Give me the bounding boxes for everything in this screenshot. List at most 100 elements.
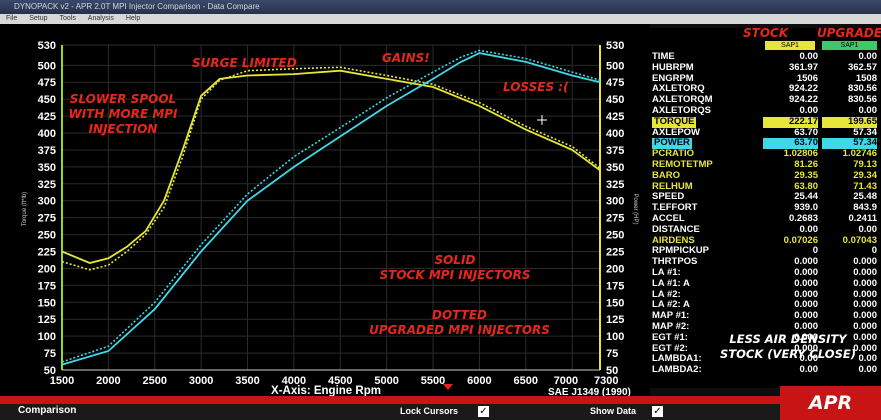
readout-stock-value: 0.000 (794, 342, 818, 354)
readout-upgrade-value: 0.000 (853, 256, 877, 268)
readout-stock-value: 0.000 (794, 256, 818, 268)
y-left-tick-label: 350 (38, 162, 56, 174)
y-left-tick-label: 325 (38, 179, 56, 191)
menu-item-setup[interactable]: Setup (29, 15, 48, 22)
readout-row: PCRATIO 1.02806 1.02746 (650, 148, 881, 160)
readout-upgrade-value: 0.00 (858, 51, 878, 62)
menu-item-tools[interactable]: Tools (59, 15, 76, 22)
y-left-tick-label: 400 (38, 128, 56, 140)
apr-logo-text: APR (808, 392, 853, 414)
lock-cursors-label: Lock Cursors (400, 406, 459, 416)
y-right-tick-label: 75 (606, 348, 618, 360)
column-header-2: SAP1 (822, 41, 877, 50)
readout-name: HUBRPM (652, 61, 694, 73)
readout-row: TIME 0.00 0.00 (650, 51, 881, 63)
readout-stock-value: 25.44 (794, 191, 818, 203)
dyno-chart[interactable]: 530 500 475 450 425 400 375 350 325 300 275 250 225 2… (0, 24, 650, 404)
y-left-tick-label: 475 (38, 77, 56, 89)
y-right-axis-label: Power (HP) (632, 193, 638, 224)
y-right-tick-label: 150 (606, 297, 624, 309)
readout-name: AIRDENS (652, 234, 695, 246)
readout-name: AXLEPOW (652, 126, 701, 138)
annotation-dotted-line-1: DOTTED (432, 308, 487, 322)
readout-upgrade-value: 1.02746 (842, 148, 877, 160)
annotation-surge-limited: SURGE LIMITED (192, 56, 297, 70)
menu-item-help[interactable]: Help (125, 15, 141, 22)
readout-upgrade-value: 362.57 (847, 61, 877, 73)
annotation-dotted-legend: DOTTED UPGRADED MPI INJECTORS (352, 308, 567, 338)
readout-upgrade-value: 0.000 (853, 321, 877, 332)
y-right-tick-label: 375 (606, 145, 624, 157)
readout-row: LA #1: 0.000 0.000 (650, 267, 881, 279)
x-tick-label: 1500 (50, 375, 74, 387)
readout-name: AXLETORQS (652, 105, 711, 116)
y-left-tick-label: 175 (38, 280, 56, 292)
readout-name: TORQUE (652, 115, 697, 128)
readout-name: MAP #2: (652, 321, 690, 332)
readout-upgrade-value: 0.000 (853, 267, 877, 278)
x-tick-label: 6000 (467, 375, 491, 387)
readout-upgrade-value: 0.000 (853, 288, 877, 300)
readout-upgrade-value: 0.00 (858, 364, 878, 376)
apr-logo: APR (780, 386, 881, 420)
menu-item-file[interactable]: File (6, 15, 18, 22)
dyno-chart-area[interactable]: 530 500 475 450 425 400 375 350 325 300 275 250 225 2… (0, 24, 650, 404)
readout-name: T.EFFORT (652, 202, 698, 214)
y-right-tick-label: 300 (606, 196, 624, 208)
menu-item-analysis[interactable]: Analysis (87, 15, 114, 22)
readout-name: RELHUM (652, 180, 693, 192)
readout-name: EGT #1: (652, 331, 688, 343)
x-tick-label: 5500 (421, 375, 445, 387)
readout-stock-value: 0.000 (794, 267, 818, 278)
readout-stock-value: 924.22 (788, 94, 818, 106)
readout-upgrade-value: 0.000 (853, 331, 877, 343)
readout-stock-value: 0 (812, 245, 818, 257)
readout-stock-value: 0.00 (799, 364, 819, 376)
readout-stock-value: 939.0 (794, 202, 818, 214)
readout-upgrade-value: 57.34 (822, 138, 877, 150)
show-data-checkbox[interactable]: ✓ (652, 406, 663, 417)
readout-upgrade-value: 0 (871, 245, 877, 257)
readout-row: THRTPOS 0.000 0.000 (650, 256, 881, 268)
readout-name: THRTPOS (652, 256, 698, 268)
y-right-tick-label: 450 (606, 94, 624, 106)
y-right-tick-label: 275 (606, 213, 624, 225)
y-right-tick-label: 530 (606, 40, 624, 52)
readout-row: LA #2: 0.000 0.000 (650, 288, 881, 301)
accent-red-bar (0, 396, 881, 404)
readout-row: RELHUM 63.80 71.43 (650, 180, 881, 193)
annotation-gains: GAINS! (382, 51, 430, 65)
y-left-tick-label: 250 (38, 230, 56, 242)
readout-row: LAMBDA1: 0.00 0.00 (650, 354, 881, 365)
stock-header: STOCK (743, 26, 789, 40)
window-titlebar: DYNOPACK v2 - APR 2.0T MPI Injector Comp… (0, 0, 881, 14)
readout-upgrade-value: 29.34 (853, 169, 877, 181)
readout-upgrade-value: 0.07043 (842, 234, 877, 246)
readout-name: SPEED (652, 191, 685, 203)
series-line-power-dotted (61, 49, 601, 363)
readout-row: BARO 29.35 29.34 (650, 169, 881, 182)
lock-cursors-checkbox[interactable]: ✓ (478, 406, 489, 417)
y-right-tick-label: 175 (606, 280, 624, 292)
readout-stock-value: 81.26 (794, 159, 818, 170)
x-axis-dropdown-arrow[interactable] (443, 384, 453, 390)
y-right-tick-label: 200 (606, 263, 624, 275)
readout-upgrade-value: 0.000 (853, 299, 877, 311)
series-line-torque-dotted (61, 66, 601, 271)
readout-name: PCRATIO (652, 148, 695, 160)
y-right-tick-label: 500 (606, 60, 624, 72)
readout-row: DISTANCE 0.00 0.00 (650, 224, 881, 236)
y-right-tick-label: 250 (606, 230, 624, 242)
readout-upgrade-value: 0.2411 (848, 213, 877, 224)
readout-stock-value: 0.2683 (788, 213, 818, 224)
y-left-tick-label: 425 (38, 111, 56, 123)
readout-name: EGT #2: (652, 342, 688, 354)
x-tick-label: 2000 (96, 375, 120, 387)
readout-upgrade-value: 57.34 (853, 126, 877, 138)
readout-stock-value: 0.000 (794, 331, 818, 343)
readout-row: REMOTETMP 81.26 79.13 (650, 159, 881, 171)
readout-name: AXLETORQM (652, 94, 713, 106)
readout-name: RPMPICKUP (652, 245, 710, 257)
y-left-tick-label: 500 (38, 60, 56, 72)
readout-upgrade-value: 0.00 (858, 105, 878, 116)
